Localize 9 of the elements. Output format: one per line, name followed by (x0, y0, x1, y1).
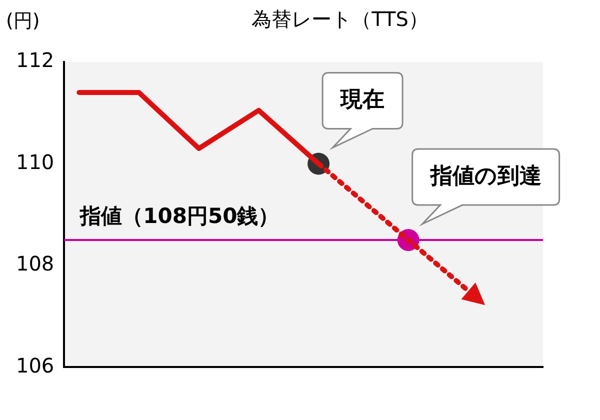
ref-line-label: 指値（108円50銭） (79, 204, 280, 228)
y-tick-label: 112 (16, 48, 54, 72)
y-tick-label: 106 (16, 353, 54, 378)
y-tick-label: 108 (16, 252, 54, 276)
y-tick-label: 110 (16, 150, 54, 174)
annotation: 指値の到達 (429, 164, 542, 189)
chart-title: 為替レート（TTS） (250, 6, 430, 33)
y-axis-title: (円) (6, 9, 40, 34)
annotation: 現在 (340, 87, 385, 112)
